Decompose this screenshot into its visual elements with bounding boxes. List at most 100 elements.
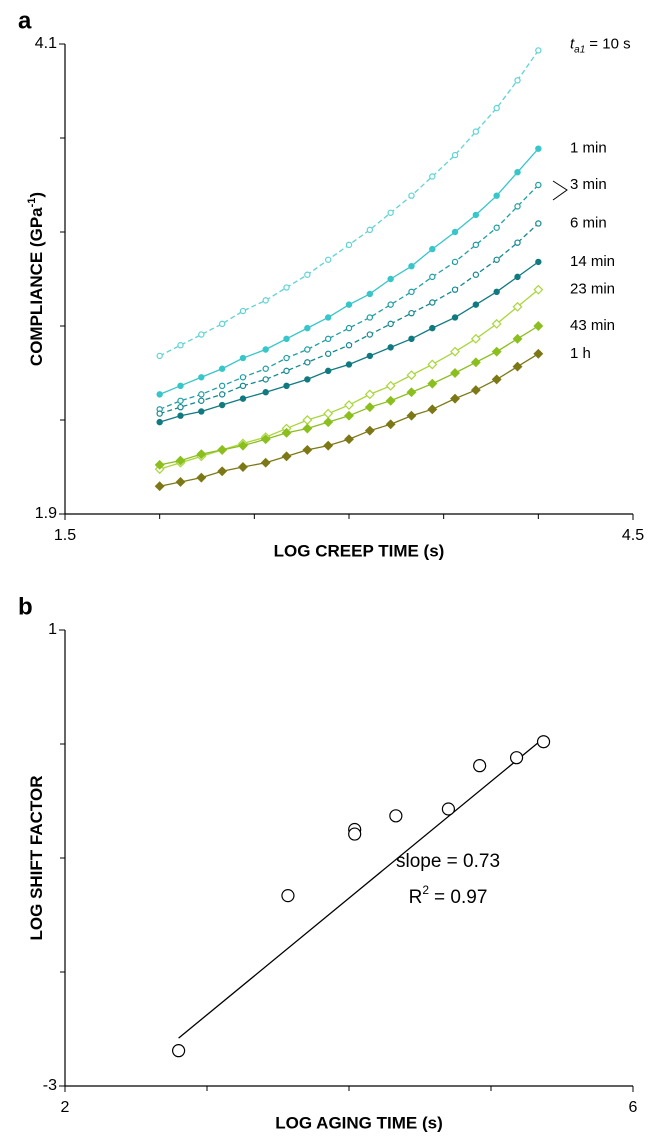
data-point bbox=[533, 321, 544, 331]
data-point bbox=[239, 307, 247, 315]
fit-curve bbox=[159, 222, 539, 415]
series-label: 6 min bbox=[570, 214, 607, 231]
data-point bbox=[509, 751, 524, 765]
series-label-subscript: a1 bbox=[574, 45, 585, 56]
data-point bbox=[196, 449, 207, 460]
data-point bbox=[283, 382, 290, 390]
data-point bbox=[408, 288, 415, 296]
data-point bbox=[345, 342, 353, 349]
data-point bbox=[429, 324, 436, 332]
data-point bbox=[514, 168, 521, 176]
data-point bbox=[491, 318, 502, 329]
data-point bbox=[429, 299, 436, 306]
data-point bbox=[198, 408, 205, 415]
data-point bbox=[366, 314, 374, 321]
data-point bbox=[493, 104, 500, 112]
panel-label: a bbox=[18, 7, 32, 34]
y-axis-title: LOG SHIFT FACTOR bbox=[27, 776, 46, 941]
data-point bbox=[262, 376, 269, 383]
series-label-text: 3 min bbox=[570, 176, 607, 193]
data-point bbox=[283, 335, 290, 343]
data-point bbox=[366, 331, 374, 338]
data-point bbox=[441, 802, 455, 816]
data-point bbox=[172, 1044, 186, 1058]
data-point bbox=[470, 357, 481, 368]
data-point bbox=[493, 256, 500, 263]
data-point bbox=[217, 466, 228, 477]
data-point bbox=[239, 395, 247, 402]
data-point bbox=[387, 301, 394, 308]
data-point bbox=[429, 173, 436, 180]
data-point bbox=[198, 331, 205, 338]
y-axis-title-suffix: ) bbox=[27, 192, 46, 198]
data-point bbox=[154, 459, 165, 470]
data-point bbox=[281, 451, 292, 462]
data-point bbox=[427, 378, 438, 389]
data-point bbox=[323, 417, 334, 428]
data-point bbox=[427, 404, 438, 415]
data-point bbox=[156, 391, 163, 398]
series-label: 1 min bbox=[570, 140, 607, 157]
data-point bbox=[408, 335, 415, 343]
data-point bbox=[406, 410, 417, 421]
data-point bbox=[493, 192, 500, 199]
data-point bbox=[262, 346, 269, 353]
data-point bbox=[533, 348, 544, 359]
data-point bbox=[514, 273, 521, 281]
data-point bbox=[218, 382, 226, 390]
data-point bbox=[408, 192, 415, 199]
annotation-text: slope = 0.73 bbox=[396, 851, 500, 872]
fit-curve bbox=[159, 50, 539, 357]
data-point bbox=[491, 346, 502, 357]
series-label-text: 23 min bbox=[570, 281, 615, 298]
panel-label: b bbox=[18, 593, 33, 620]
data-point bbox=[387, 344, 394, 351]
x-axis-title: LOG CREEP TIME (s) bbox=[274, 541, 445, 560]
data-point bbox=[175, 455, 186, 466]
data-point bbox=[533, 284, 544, 295]
data-point bbox=[217, 444, 228, 455]
data-point bbox=[218, 320, 226, 328]
data-point bbox=[344, 410, 354, 421]
data-point bbox=[472, 128, 480, 135]
data-point bbox=[238, 440, 248, 451]
data-point bbox=[493, 224, 500, 231]
data-point bbox=[156, 352, 163, 360]
data-point bbox=[512, 301, 523, 312]
data-point bbox=[470, 333, 481, 344]
data-point bbox=[198, 391, 205, 398]
x-tick-label: 2 bbox=[61, 1099, 70, 1116]
data-point bbox=[512, 361, 523, 372]
data-point bbox=[177, 412, 184, 419]
data-point bbox=[324, 314, 332, 321]
data-point bbox=[536, 735, 551, 749]
series-label: 23 min bbox=[570, 281, 615, 298]
data-point bbox=[196, 472, 207, 483]
annotation-superscript: 2 bbox=[422, 883, 429, 897]
data-point bbox=[238, 462, 248, 472]
data-point bbox=[175, 477, 186, 487]
data-point bbox=[535, 220, 542, 227]
series-label-text: 6 min bbox=[570, 214, 607, 231]
data-point bbox=[262, 389, 269, 396]
data-point bbox=[451, 228, 459, 236]
data-point bbox=[387, 275, 394, 283]
data-point bbox=[535, 258, 542, 266]
data-point bbox=[364, 389, 375, 400]
data-point bbox=[304, 376, 311, 383]
series-label-text: 1 h bbox=[570, 345, 591, 362]
y-axis-title: COMPLIANCE (GPa-1) bbox=[26, 192, 47, 366]
data-point bbox=[302, 444, 313, 455]
data-point bbox=[302, 423, 313, 434]
data-point bbox=[451, 286, 459, 293]
data-point bbox=[429, 273, 436, 281]
annotation: slope = 0.73 bbox=[396, 851, 500, 872]
data-point bbox=[491, 374, 502, 385]
data-point bbox=[304, 324, 311, 332]
data-point bbox=[177, 397, 184, 404]
data-point bbox=[408, 309, 415, 317]
series-label: 1 h bbox=[570, 345, 591, 362]
